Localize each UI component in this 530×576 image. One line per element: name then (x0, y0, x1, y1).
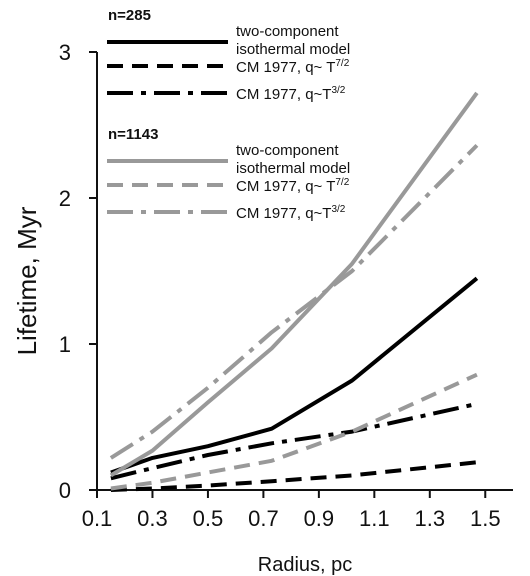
legend-label-superscript: 3/2 (331, 204, 345, 215)
axes (96, 52, 513, 491)
legend-label-base: CM 1977, q~ T (236, 59, 335, 76)
series-line (110, 276, 479, 475)
x-axis-title: Radius, pc (258, 554, 353, 576)
legend-group-title: n=285 (108, 7, 151, 24)
legend-label-base: CM 1977, q~T (236, 205, 331, 222)
legend-label: two-component (236, 23, 339, 40)
legend-label: CM 1977, q~ T7/2 (236, 177, 350, 195)
legend-label: isothermal model (236, 160, 350, 177)
y-tick-label: 3 (59, 40, 71, 65)
x-tick-label: 1.3 (415, 506, 446, 531)
x-tick-label: 0.1 (82, 506, 113, 531)
y-tick-label: 2 (59, 186, 71, 211)
legend-label: isothermal model (236, 41, 350, 58)
legend-label-base: CM 1977, q~T (236, 86, 331, 103)
y-tick-label: 1 (59, 332, 71, 357)
legend-label: CM 1977, q~ T7/2 (236, 58, 350, 76)
x-tick-label: 1.5 (470, 506, 501, 531)
series-line (110, 372, 478, 491)
legend-label: two-component (236, 142, 339, 159)
x-tick-label: 0.5 (193, 506, 224, 531)
y-axis-title: Lifetime, Myr (12, 206, 42, 355)
legend-label: CM 1977, q~T3/2 (236, 85, 346, 103)
y-axis-ticks: 0 1 2 3 (59, 40, 97, 503)
series-line (110, 401, 478, 481)
legend-label-base: CM 1977, q~ T (236, 178, 335, 195)
series-line (110, 460, 478, 492)
legend-label-superscript: 3/2 (331, 85, 345, 96)
x-tick-label: 0.9 (304, 506, 335, 531)
y-tick-label: 0 (59, 478, 71, 503)
legend-label-superscript: 7/2 (335, 58, 349, 69)
x-tick-label: 0.7 (248, 506, 279, 531)
series-line (109, 91, 479, 478)
legend-label: CM 1977, q~T3/2 (236, 204, 346, 222)
x-axis-ticks: 0.1 0.3 0.5 0.7 0.9 1.1 1.3 1.5 (82, 490, 501, 531)
legend-label-superscript: 7/2 (335, 177, 349, 188)
series-lines (109, 91, 479, 492)
x-tick-label: 1.1 (359, 506, 390, 531)
series-line (109, 143, 479, 460)
x-tick-label: 0.3 (137, 506, 168, 531)
legend-group-title: n=1143 (108, 126, 158, 143)
